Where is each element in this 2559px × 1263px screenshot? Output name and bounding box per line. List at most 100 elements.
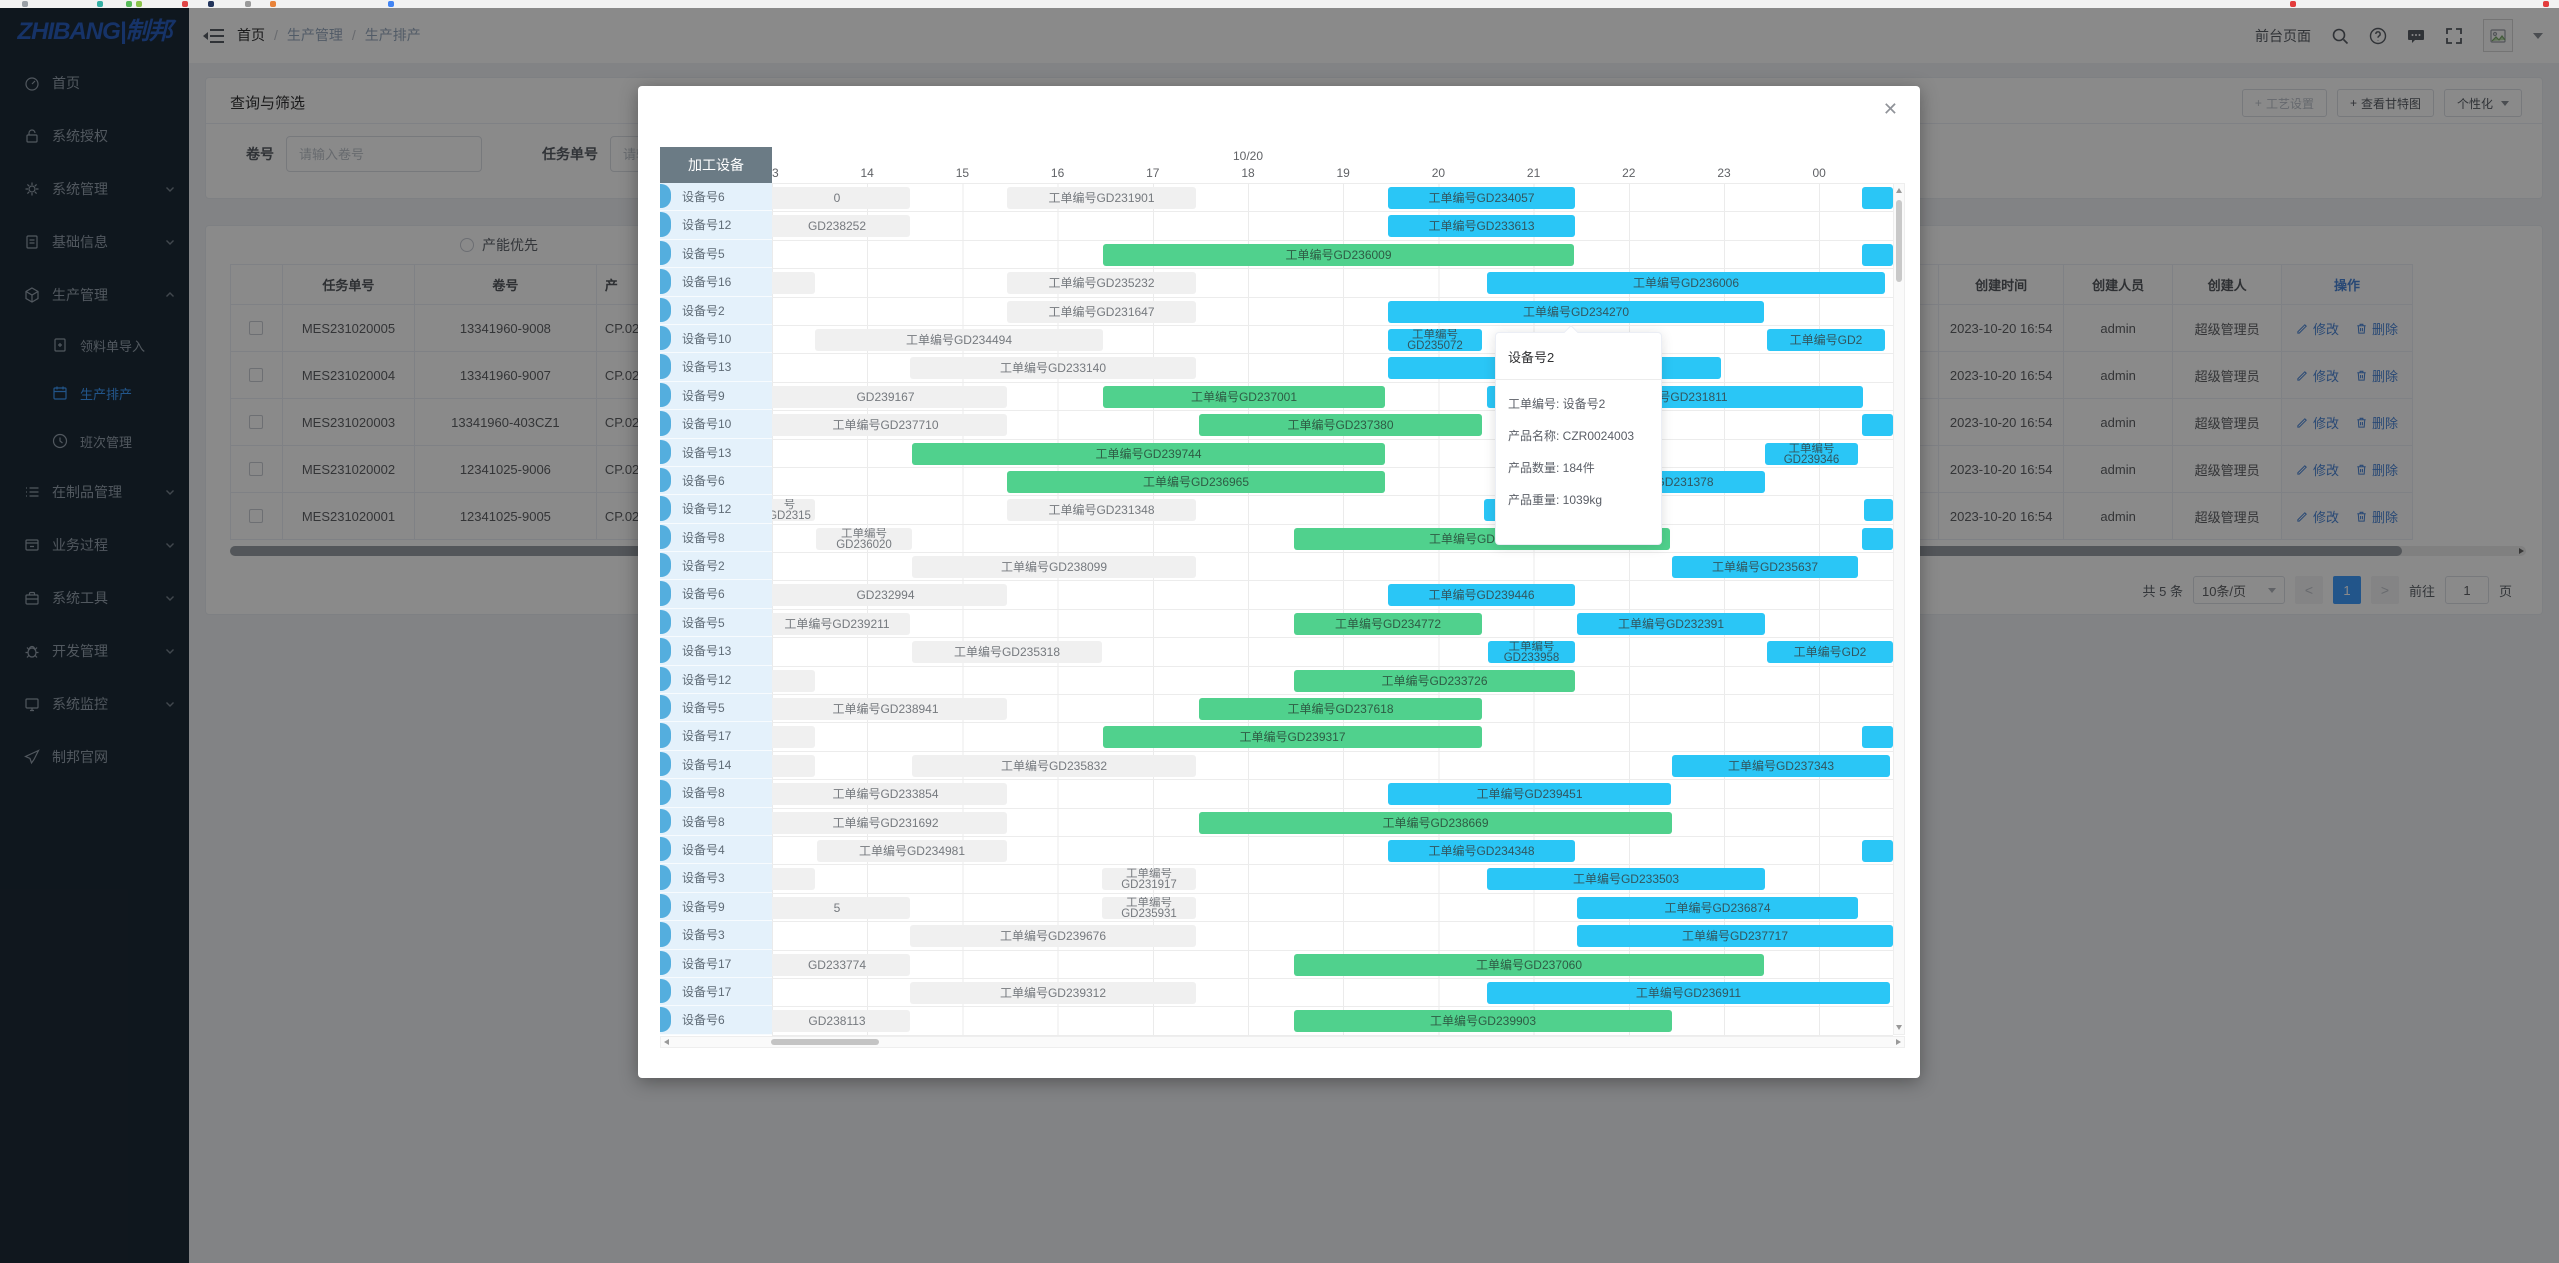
个性化-button[interactable]: 个性化 bbox=[2443, 89, 2522, 117]
修改-action[interactable]: 修改 bbox=[2296, 507, 2339, 526]
row-checkbox[interactable] bbox=[249, 415, 264, 429]
scroll-right-icon[interactable] bbox=[1896, 1039, 1901, 1045]
row-checkbox[interactable] bbox=[249, 368, 264, 382]
gantt-bar[interactable]: GD239167 bbox=[772, 385, 1007, 408]
gantt-bar[interactable]: 工单编号GD234270 bbox=[1388, 300, 1764, 323]
collapse-sidebar-icon[interactable] bbox=[203, 28, 225, 44]
row-checkbox[interactable] bbox=[249, 509, 264, 523]
breadcrumb-item-首页[interactable]: 首页 bbox=[237, 27, 265, 43]
gantt-bar[interactable]: 工单编号GD235232 bbox=[1007, 272, 1196, 295]
gantt-bar[interactable]: 工单编号GD235931 bbox=[1102, 896, 1196, 919]
sidebar-item-业务过程[interactable]: 业务过程 bbox=[0, 518, 189, 571]
gantt-bar[interactable]: 工单编号GD236009 bbox=[1103, 243, 1574, 266]
gantt-bar[interactable]: 工单编号GD236006 bbox=[1487, 272, 1885, 295]
gantt-bar[interactable]: 工单编号GD237717 bbox=[1577, 925, 1893, 948]
修改-action[interactable]: 修改 bbox=[2296, 366, 2339, 385]
查看甘特图-button[interactable]: + 查看甘特图 bbox=[2336, 89, 2434, 117]
修改-action[interactable]: 修改 bbox=[2296, 413, 2339, 432]
scrollbar-thumb[interactable] bbox=[1896, 200, 1902, 282]
gantt-bar[interactable]: 工单编号GD234772 bbox=[1294, 612, 1482, 635]
gantt-bar[interactable]: 工单编号GD234348 bbox=[1388, 839, 1575, 862]
gantt-bar[interactable] bbox=[1862, 726, 1893, 749]
gantt-bar[interactable]: 工单编号GD237343 bbox=[1672, 754, 1890, 777]
scrollbar-thumb[interactable] bbox=[771, 1039, 879, 1045]
gantt-bar[interactable]: 工单编号GD234981 bbox=[817, 839, 1007, 862]
avatar[interactable] bbox=[2483, 19, 2513, 52]
scroll-up-icon[interactable] bbox=[1896, 188, 1902, 193]
gantt-bar[interactable]: 工单编号GD233503 bbox=[1487, 868, 1765, 891]
sidebar-item-开发管理[interactable]: 开发管理 bbox=[0, 624, 189, 677]
gantt-bar[interactable]: 工单编号GD237618 bbox=[1199, 698, 1482, 721]
gantt-bar[interactable] bbox=[1862, 187, 1893, 209]
gantt-bar[interactable]: 工单编号GD236965 bbox=[1007, 470, 1385, 493]
page-number-1[interactable]: 1 bbox=[2332, 576, 2361, 604]
sidebar-item-基础信息[interactable]: 基础信息 bbox=[0, 215, 189, 268]
gantt-bar[interactable]: 工单编号GD237060 bbox=[1294, 953, 1764, 976]
goto-page-input[interactable] bbox=[2444, 576, 2489, 604]
gantt-vertical-scrollbar[interactable] bbox=[1893, 183, 1905, 1035]
portal-link[interactable]: 前台页面 bbox=[2255, 27, 2311, 44]
help-icon[interactable] bbox=[2369, 27, 2387, 45]
gantt-bar[interactable]: 工单编号GD2 bbox=[1767, 328, 1885, 351]
roll-no-input[interactable] bbox=[286, 136, 482, 172]
gantt-bar[interactable]: 工单编号GD235072 bbox=[1388, 328, 1482, 351]
gantt-bar[interactable] bbox=[1862, 243, 1893, 266]
scroll-right-icon[interactable] bbox=[2519, 548, 2524, 554]
gantt-bar[interactable] bbox=[1862, 839, 1893, 862]
gantt-bar[interactable]: 工单编号GD239451 bbox=[1388, 783, 1671, 806]
page-size-select[interactable]: 10条/页 bbox=[2192, 576, 2285, 604]
gantt-bar[interactable]: 工单编号GD233958 bbox=[1488, 641, 1575, 664]
gantt-bar[interactable]: 工单编号GD231901 bbox=[1007, 187, 1196, 209]
sidebar-item-系统工具[interactable]: 系统工具 bbox=[0, 571, 189, 624]
prev-page-button[interactable]: < bbox=[2294, 576, 2323, 604]
gantt-bar[interactable]: 0 bbox=[772, 187, 910, 209]
breadcrumb-item-生产排产[interactable]: 生产排产 bbox=[364, 27, 421, 43]
gantt-bar[interactable]: 工单编号GD236020 bbox=[816, 527, 912, 550]
gantt-bar[interactable] bbox=[772, 669, 815, 692]
gantt-bar[interactable]: 号GD2315 bbox=[772, 499, 815, 522]
radio-circle[interactable] bbox=[460, 238, 474, 252]
gantt-bar[interactable]: 工单编号GD239446 bbox=[1388, 584, 1575, 607]
sidebar-item-在制品管理[interactable]: 在制品管理 bbox=[0, 465, 189, 518]
gantt-bar[interactable]: 工单编号GD234494 bbox=[815, 328, 1103, 351]
gantt-bar[interactable] bbox=[772, 726, 815, 749]
sidebar-item-首页[interactable]: 首页 bbox=[0, 56, 189, 109]
gantt-bar[interactable]: 工单编号GD239676 bbox=[910, 925, 1196, 948]
删除-action[interactable]: 删除 bbox=[2355, 507, 2398, 526]
gantt-bar[interactable]: 工单编号GD239903 bbox=[1294, 1010, 1672, 1033]
gantt-bar[interactable] bbox=[1864, 499, 1893, 522]
gantt-bar[interactable]: 工单编号GD233613 bbox=[1388, 215, 1575, 238]
sidebar-item-系统监控[interactable]: 系统监控 bbox=[0, 677, 189, 730]
gantt-bar[interactable]: 工单编号GD238099 bbox=[912, 556, 1196, 579]
修改-action[interactable]: 修改 bbox=[2296, 460, 2339, 479]
sidebar-item-系统授权[interactable]: 系统授权 bbox=[0, 109, 189, 162]
gantt-bar[interactable]: 工单编号GD231917 bbox=[1102, 868, 1196, 891]
gantt-bar[interactable]: 工单编号GD236874 bbox=[1577, 896, 1858, 919]
fullscreen-icon[interactable] bbox=[2445, 27, 2463, 45]
gantt-bar[interactable] bbox=[772, 754, 815, 777]
gantt-bar[interactable]: 工单编号GD233726 bbox=[1294, 669, 1575, 692]
gantt-bar[interactable]: 工单编号GD233854 bbox=[772, 783, 1007, 806]
gantt-bar[interactable]: GD238113 bbox=[772, 1010, 910, 1033]
scroll-left-icon[interactable] bbox=[664, 1039, 669, 1045]
gantt-bar[interactable]: 工单编号GD239317 bbox=[1103, 726, 1482, 749]
gantt-bar[interactable]: GD232994 bbox=[772, 584, 1007, 607]
gantt-bar[interactable]: 工单编号GD2 bbox=[1767, 641, 1893, 664]
message-icon[interactable] bbox=[2407, 27, 2425, 45]
删除-action[interactable]: 删除 bbox=[2355, 413, 2398, 432]
gantt-bar[interactable]: 工单编号GD239346 bbox=[1765, 442, 1858, 465]
gantt-bar[interactable]: 工单编号GD232391 bbox=[1577, 612, 1765, 635]
删除-action[interactable]: 删除 bbox=[2355, 366, 2398, 385]
gantt-bar[interactable]: GD233774 bbox=[772, 953, 910, 976]
breadcrumb-item-生产管理[interactable]: 生产管理 bbox=[286, 27, 343, 43]
gantt-bar[interactable]: 5 bbox=[772, 896, 910, 919]
sidebar-item-生产排产[interactable]: 生产排产 bbox=[0, 369, 189, 417]
gantt-bar[interactable] bbox=[772, 272, 815, 295]
gantt-bar[interactable]: 工单编号GD237001 bbox=[1103, 385, 1385, 408]
next-page-button[interactable]: > bbox=[2370, 576, 2399, 604]
gantt-bar[interactable]: 工单编号GD239211 bbox=[772, 612, 910, 635]
user-menu-caret-icon[interactable] bbox=[2533, 32, 2543, 39]
gantt-bar[interactable]: 工单编号GD236911 bbox=[1487, 981, 1890, 1004]
close-icon[interactable]: ✕ bbox=[1882, 99, 1898, 119]
gantt-bar[interactable]: 工单编号GD239312 bbox=[910, 981, 1196, 1004]
